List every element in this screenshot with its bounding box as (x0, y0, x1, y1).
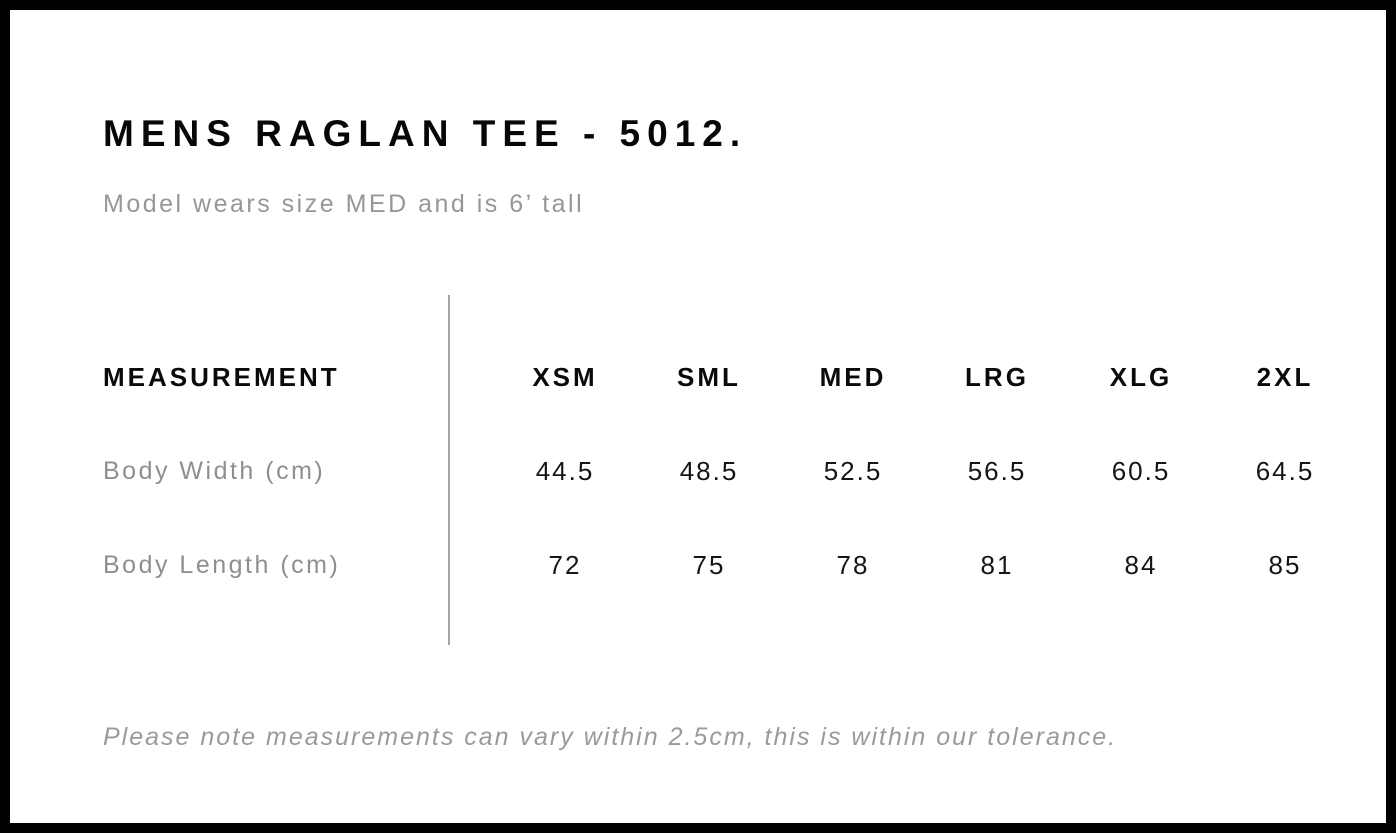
size-chart-table: MEASUREMENT XSM SML MED LRG XLG 2XL Body… (103, 330, 1357, 612)
table-cell: 85 (1268, 549, 1302, 580)
table-cell: 52.5 (823, 455, 883, 486)
model-size-note: Model wears size MED and is 6’ tall (103, 190, 585, 218)
page-title: MENS RAGLAN TEE - 5012. (103, 113, 748, 154)
table-cell: 56.5 (967, 455, 1027, 486)
table-cell: 48.5 (679, 455, 739, 486)
column-header-xlg: XLG (1109, 361, 1173, 392)
column-header-med: MED (819, 361, 887, 392)
table-cell: 84 (1124, 549, 1158, 580)
column-header-sml: SML (677, 361, 741, 392)
column-header-2xl: 2XL (1256, 361, 1314, 392)
table-cell: 72 (548, 549, 582, 580)
column-header-lrg: LRG (965, 361, 1029, 392)
tolerance-note: Please note measurements can vary within… (103, 723, 1118, 751)
row-label-body-width: Body Width (cm) (103, 456, 326, 485)
column-header-measurement: MEASUREMENT (103, 361, 340, 392)
table-cell: 44.5 (535, 455, 595, 486)
column-header-xsm: XSM (532, 361, 598, 392)
table-vertical-divider (448, 295, 450, 645)
table-cell: 78 (836, 549, 870, 580)
row-label-body-length: Body Length (cm) (103, 550, 341, 579)
table-cell: 60.5 (1111, 455, 1171, 486)
table-cell: 81 (980, 549, 1014, 580)
table-row-body-length: Body Length (cm) 72 75 78 81 84 85 (103, 518, 1357, 612)
table-cell: 64.5 (1255, 455, 1315, 486)
table-header-row: MEASUREMENT XSM SML MED LRG XLG 2XL (103, 330, 1357, 424)
table-cell: 75 (692, 549, 726, 580)
table-row-body-width: Body Width (cm) 44.5 48.5 52.5 56.5 60.5… (103, 424, 1357, 518)
